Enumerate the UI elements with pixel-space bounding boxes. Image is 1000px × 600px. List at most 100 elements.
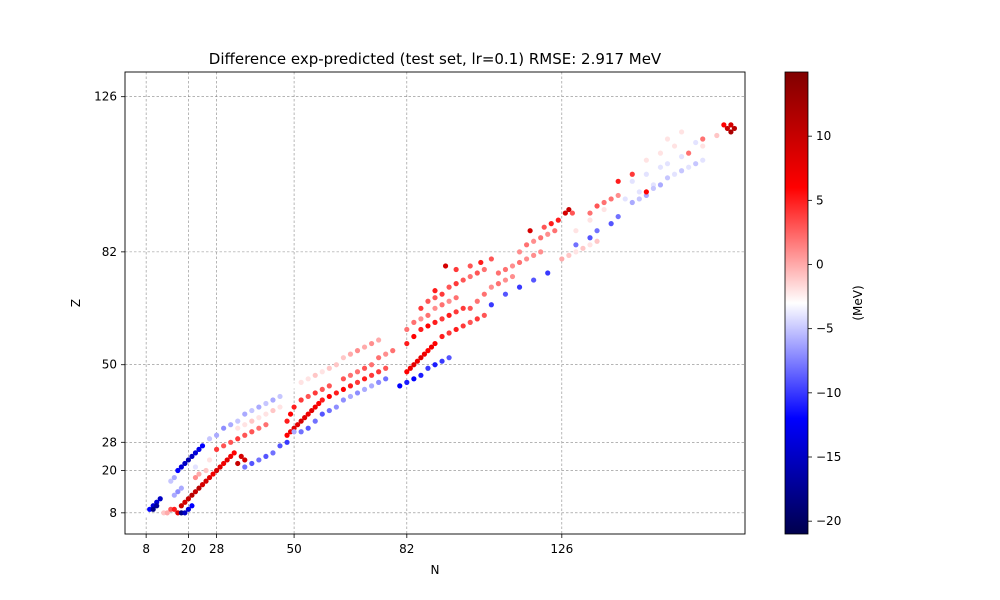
data-point [562,210,568,216]
data-point [178,464,184,470]
x-tick-label: 82 [399,542,414,556]
data-point [432,340,438,347]
data-point [404,379,410,385]
y-tick-label: 126 [94,90,117,104]
data-point [664,161,671,167]
plot-grid [125,72,745,534]
data-point [175,467,181,474]
data-point [224,457,230,463]
data-point [728,122,734,128]
data-point [404,326,410,333]
data-point [552,228,558,234]
data-point [326,407,332,414]
data-point [728,129,734,135]
data-point [580,245,586,251]
data-point [432,288,438,294]
y-tick-label: 82 [102,245,117,259]
data-point [541,224,547,230]
data-point [185,506,192,512]
data-point [361,386,368,393]
data-point [636,175,642,181]
data-point [361,365,368,371]
data-point [425,365,431,371]
data-point [502,291,509,297]
data-point [228,453,234,460]
data-point [580,221,586,227]
data-point [516,249,523,255]
data-point [302,415,308,421]
data-point [368,372,375,378]
colorbar-tick-label: −5 [816,322,834,336]
data-point [474,316,480,322]
data-point [446,284,452,290]
data-point [326,383,332,389]
data-point [305,411,311,417]
data-point [650,168,657,174]
data-point [608,196,614,202]
data-point [249,429,255,435]
data-point [636,189,642,195]
data-point [453,295,459,301]
data-point [421,351,428,357]
data-point [196,485,202,491]
data-point [347,372,354,378]
data-point [305,425,311,431]
data-point [428,344,435,350]
data-point [587,242,593,248]
data-point [608,221,614,227]
data-point [340,397,347,403]
data-point [432,305,438,311]
data-point [316,400,322,407]
data-point [615,192,621,199]
data-point [376,337,382,343]
colorbar-tick-label: 0 [816,258,824,272]
data-point [228,439,234,445]
data-point [502,266,509,273]
data-point [629,178,635,184]
data-point [548,221,554,227]
data-point [671,157,678,163]
data-point [531,252,537,258]
data-point [516,284,523,290]
data-point [157,496,163,502]
data-point [319,397,325,403]
data-point [277,393,283,400]
data-point [263,422,269,428]
data-point [213,446,220,452]
data-point [231,450,237,456]
data-point [488,256,494,262]
data-point [206,474,213,481]
colorbar-tick-label: 5 [816,193,824,207]
data-point [284,418,290,424]
data-point [189,503,195,509]
data-point [168,478,174,484]
data-point [587,235,593,241]
data-point [203,467,209,474]
data-point [287,411,294,417]
data-point [664,175,671,181]
data-point [333,362,339,368]
data-point [305,376,311,382]
plot-axes: 8 20 28 50 82 126 8 20 28 50 82 126 [94,71,746,556]
data-point [643,189,649,195]
data-point [340,386,347,393]
data-point [509,263,516,269]
data-point [411,333,417,340]
data-point [467,319,473,325]
data-point [178,485,184,491]
data-point [587,210,593,216]
x-tick-label: 20 [181,542,196,556]
data-point [622,185,628,191]
data-point [213,467,220,474]
data-point [453,326,459,333]
data-point [361,344,368,350]
data-point [650,154,657,160]
data-point [235,436,241,442]
data-point [404,340,410,347]
data-point [185,496,192,502]
data-point [573,249,579,255]
data-point [326,393,332,400]
data-point [678,139,685,146]
data-point [724,125,730,132]
data-point [206,436,213,442]
